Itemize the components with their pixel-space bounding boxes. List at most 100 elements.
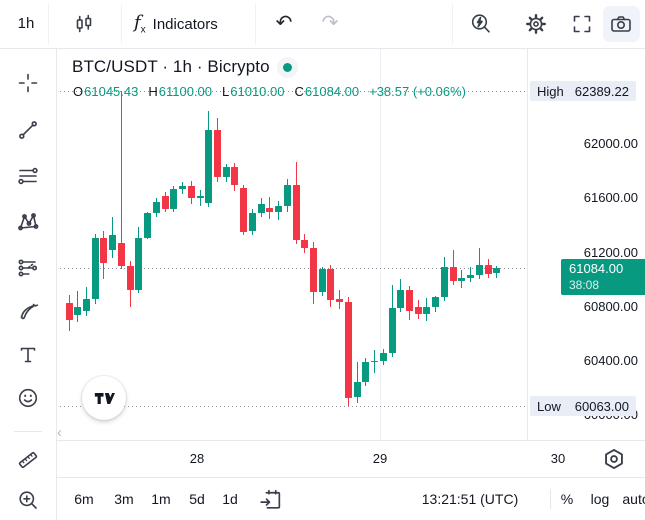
candle-body [126, 266, 134, 290]
range-3m[interactable]: 3m [114, 491, 134, 507]
drawing-toolbar [0, 48, 57, 520]
settings-button[interactable] [524, 12, 548, 36]
toolbar-divider [550, 489, 551, 509]
bar-countdown: 38:08 [569, 278, 600, 293]
candle-body [467, 274, 475, 279]
toolbar-separator [255, 4, 256, 44]
candle-body [266, 207, 274, 212]
emoji-icon [18, 388, 38, 408]
candle-body [484, 265, 492, 275]
low-line [56, 406, 527, 408]
undo-button[interactable]: ↶ [270, 0, 298, 48]
log-scale-button[interactable]: log [590, 491, 610, 507]
candle-wick [269, 196, 271, 219]
ohlc-high: H61100.00 [148, 84, 213, 99]
ohlc-close: C61084.00 [294, 84, 360, 99]
price-tick: 60800.00 [583, 298, 638, 314]
auto-scale-button[interactable]: auto [622, 491, 645, 507]
candle-body [327, 268, 335, 300]
candle-body [231, 167, 239, 185]
percent-scale-button[interactable]: % [560, 491, 574, 507]
tool-emoji[interactable] [11, 381, 45, 415]
candle-body [135, 237, 143, 290]
candle-body [318, 268, 326, 292]
chart-style-button[interactable] [72, 12, 96, 36]
indicators-button[interactable]: fx Indicators [134, 0, 218, 48]
axis-settings-button[interactable] [600, 445, 628, 473]
fx-icon: fx [134, 12, 146, 36]
candle-body [475, 265, 483, 275]
tool-xabcd-pattern[interactable] [11, 205, 45, 239]
top-toolbar: 1h fx Indicators ↶ ↷ [0, 0, 645, 49]
range-6m[interactable]: 6m [74, 491, 94, 507]
price-tick: 61200.00 [583, 244, 638, 260]
low-label-text: Low [537, 398, 561, 414]
candle-body [440, 267, 448, 298]
candle-body [109, 234, 117, 250]
screenshot-button[interactable] [603, 6, 640, 42]
hexagon-settings-icon [605, 448, 623, 470]
candle-body [423, 306, 431, 314]
fib-retracement-icon [18, 167, 38, 185]
redo-button[interactable]: ↷ [316, 0, 344, 48]
fullscreen-button[interactable] [570, 12, 594, 36]
tool-long-short-position[interactable] [11, 251, 45, 285]
candle-body [493, 268, 501, 274]
low-price-label: Low 60063.00 [530, 396, 636, 417]
candle-wick [120, 91, 122, 269]
tradingview-logo[interactable] [82, 376, 126, 420]
range-1d[interactable]: 1d [222, 491, 238, 507]
candle-body [213, 129, 221, 177]
candle-body [301, 240, 309, 249]
indicators-label: Indicators [152, 15, 218, 33]
long-short-position-icon [18, 259, 38, 277]
ohlc-open: O61045.43 [73, 84, 139, 99]
tool-crosshair[interactable] [11, 66, 45, 100]
tool-ruler[interactable] [11, 443, 45, 477]
candle-body [406, 290, 413, 312]
bottom-toolbar: 6m 3m 1m 5d 1d 13:21:51 (UTC) % log auto [56, 477, 645, 520]
time-axis[interactable]: 28 29 30 [56, 440, 645, 478]
tool-zoom-in[interactable] [11, 483, 45, 517]
candle-body [397, 290, 405, 308]
tool-text[interactable] [11, 338, 45, 372]
low-label-value: 60063.00 [574, 398, 629, 414]
candle-body [353, 381, 361, 397]
candle-body [222, 167, 230, 177]
range-1m[interactable]: 1m [151, 491, 171, 507]
tool-fib-retracement[interactable] [11, 159, 45, 193]
market-status-dot[interactable] [282, 62, 292, 72]
scroll-left-chevron[interactable]: ‹ [57, 424, 62, 441]
candle-body [283, 184, 291, 207]
time-label: 29 [372, 451, 388, 466]
tool-brush[interactable] [11, 295, 45, 329]
candle-body [449, 267, 457, 281]
chart-pane[interactable]: BTC/USDT · 1h · Bicrypto O61045.43 H6110… [56, 48, 527, 440]
candle-body [432, 297, 440, 307]
zoom-in-icon [19, 491, 37, 509]
symbol-header[interactable]: BTC/USDT · 1h · Bicrypto [72, 57, 292, 77]
candle-body [275, 206, 282, 212]
ohlc-readout: O61045.43 H61100.00 L61010.00 C61084.00 … [73, 84, 466, 99]
candle-body [170, 188, 178, 210]
current-price-value: 61084.00 [569, 261, 624, 277]
interval-button[interactable]: 1h [17, 15, 35, 32]
candle-body [414, 307, 422, 315]
candle-body [161, 195, 169, 210]
go-to-date-button[interactable] [258, 487, 283, 512]
price-axis[interactable]: 62000.00 61600.00 61200.00 60800.00 60400.00… [527, 48, 645, 440]
calendar-goto-icon [260, 489, 281, 509]
tool-trend-line[interactable] [11, 113, 45, 147]
range-5d[interactable]: 5d [189, 491, 205, 507]
ruler-icon [18, 451, 38, 469]
camera-icon [611, 16, 631, 32]
gear-icon [526, 14, 546, 34]
trend-line-icon [19, 121, 37, 139]
day-gridline [380, 48, 381, 440]
utc-clock[interactable]: 13:21:51 (UTC) [421, 491, 519, 507]
quick-search-button[interactable] [469, 12, 493, 36]
price-tick: 62000.00 [583, 136, 638, 152]
candle-body [379, 352, 387, 361]
candle-body [336, 298, 344, 302]
